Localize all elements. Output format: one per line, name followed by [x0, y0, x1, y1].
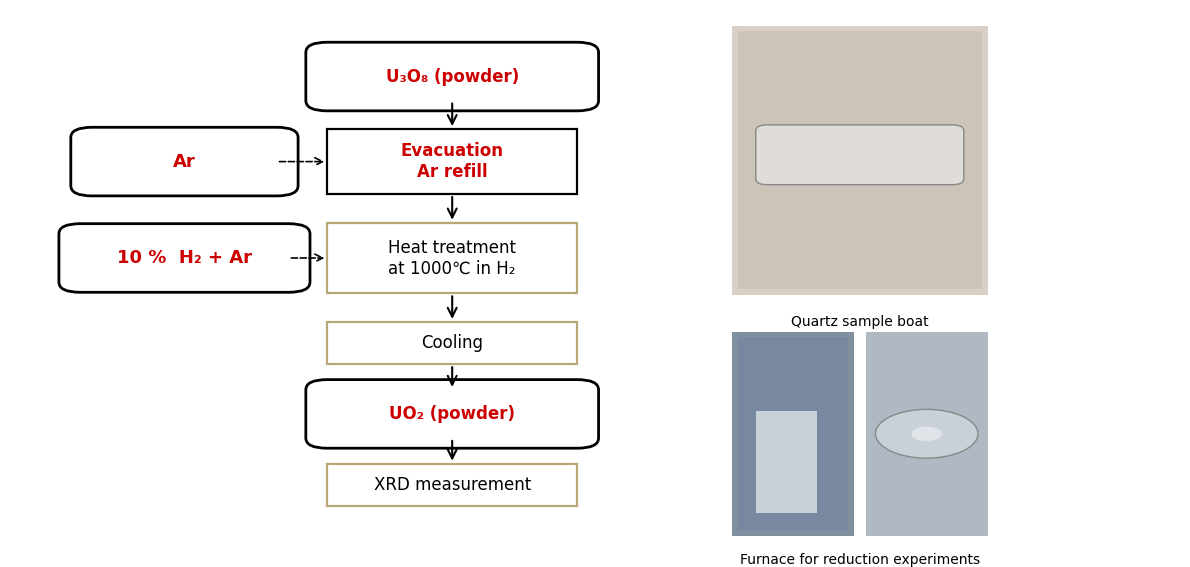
- FancyBboxPatch shape: [71, 128, 299, 196]
- Text: XRD measurement: XRD measurement: [374, 476, 531, 494]
- Circle shape: [876, 409, 978, 458]
- Bar: [732, 332, 854, 536]
- Bar: [732, 26, 988, 295]
- Text: Evacuation
Ar refill: Evacuation Ar refill: [401, 142, 503, 181]
- Bar: [866, 332, 988, 536]
- FancyBboxPatch shape: [306, 43, 599, 111]
- Text: Ar: Ar: [173, 153, 196, 171]
- Bar: [756, 411, 816, 513]
- Bar: [738, 31, 982, 289]
- Text: 10 %  H₂ + Ar: 10 % H₂ + Ar: [117, 249, 252, 267]
- FancyBboxPatch shape: [756, 125, 964, 185]
- Circle shape: [912, 426, 942, 441]
- Text: Heat treatment
at 1000℃ in H₂: Heat treatment at 1000℃ in H₂: [388, 239, 516, 277]
- Text: Quartz sample boat: Quartz sample boat: [791, 315, 928, 329]
- Text: Furnace for reduction experiments: Furnace for reduction experiments: [740, 553, 979, 567]
- Text: U₃O₈ (powder): U₃O₈ (powder): [386, 67, 519, 86]
- FancyBboxPatch shape: [327, 129, 577, 194]
- FancyBboxPatch shape: [327, 464, 577, 506]
- FancyBboxPatch shape: [327, 322, 577, 365]
- Bar: [738, 337, 847, 530]
- FancyBboxPatch shape: [327, 222, 577, 294]
- Text: UO₂ (powder): UO₂ (powder): [389, 405, 515, 423]
- Text: Cooling: Cooling: [421, 334, 483, 352]
- FancyBboxPatch shape: [60, 223, 309, 293]
- FancyBboxPatch shape: [306, 380, 599, 448]
